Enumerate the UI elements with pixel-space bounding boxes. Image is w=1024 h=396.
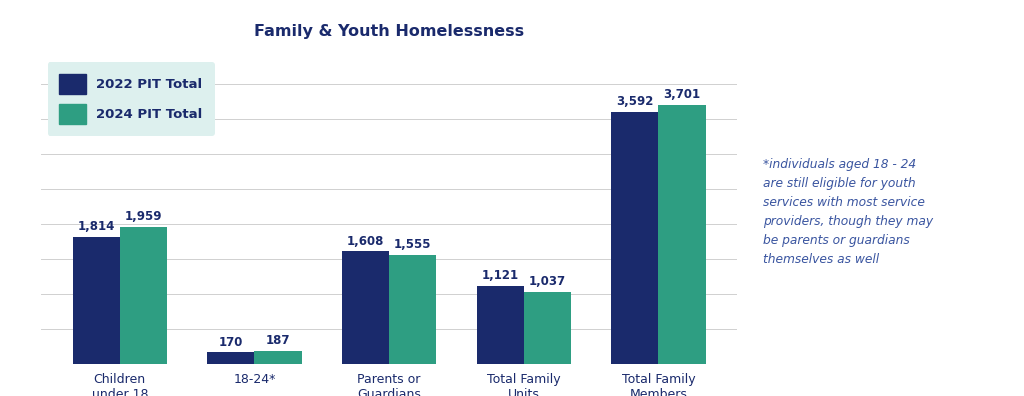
Bar bbox=[73, 237, 120, 364]
Bar bbox=[254, 351, 302, 364]
Text: 170: 170 bbox=[219, 335, 243, 348]
Text: 1,555: 1,555 bbox=[394, 238, 431, 251]
Legend: 2022 PIT Total, 2024 PIT Total: 2022 PIT Total, 2024 PIT Total bbox=[47, 62, 214, 136]
Bar bbox=[611, 112, 658, 364]
Text: 1,959: 1,959 bbox=[125, 210, 162, 223]
Bar bbox=[207, 352, 254, 364]
Text: 1,608: 1,608 bbox=[347, 234, 384, 248]
Bar bbox=[658, 105, 706, 364]
Text: 1,121: 1,121 bbox=[481, 269, 519, 282]
Bar bbox=[476, 286, 524, 364]
Text: 1,037: 1,037 bbox=[528, 275, 566, 287]
Text: *individuals aged 18 - 24
are still eligible for youth
services with most servic: *individuals aged 18 - 24 are still elig… bbox=[763, 158, 933, 267]
Text: 1,814: 1,814 bbox=[78, 220, 115, 233]
Text: 3,701: 3,701 bbox=[664, 88, 700, 101]
Bar bbox=[389, 255, 436, 364]
Text: 187: 187 bbox=[266, 334, 290, 347]
Bar bbox=[120, 227, 167, 364]
Text: 3,592: 3,592 bbox=[616, 95, 653, 108]
Bar bbox=[342, 251, 389, 364]
Bar bbox=[524, 291, 571, 364]
Text: Family & Youth Homelessness: Family & Youth Homelessness bbox=[254, 24, 524, 39]
